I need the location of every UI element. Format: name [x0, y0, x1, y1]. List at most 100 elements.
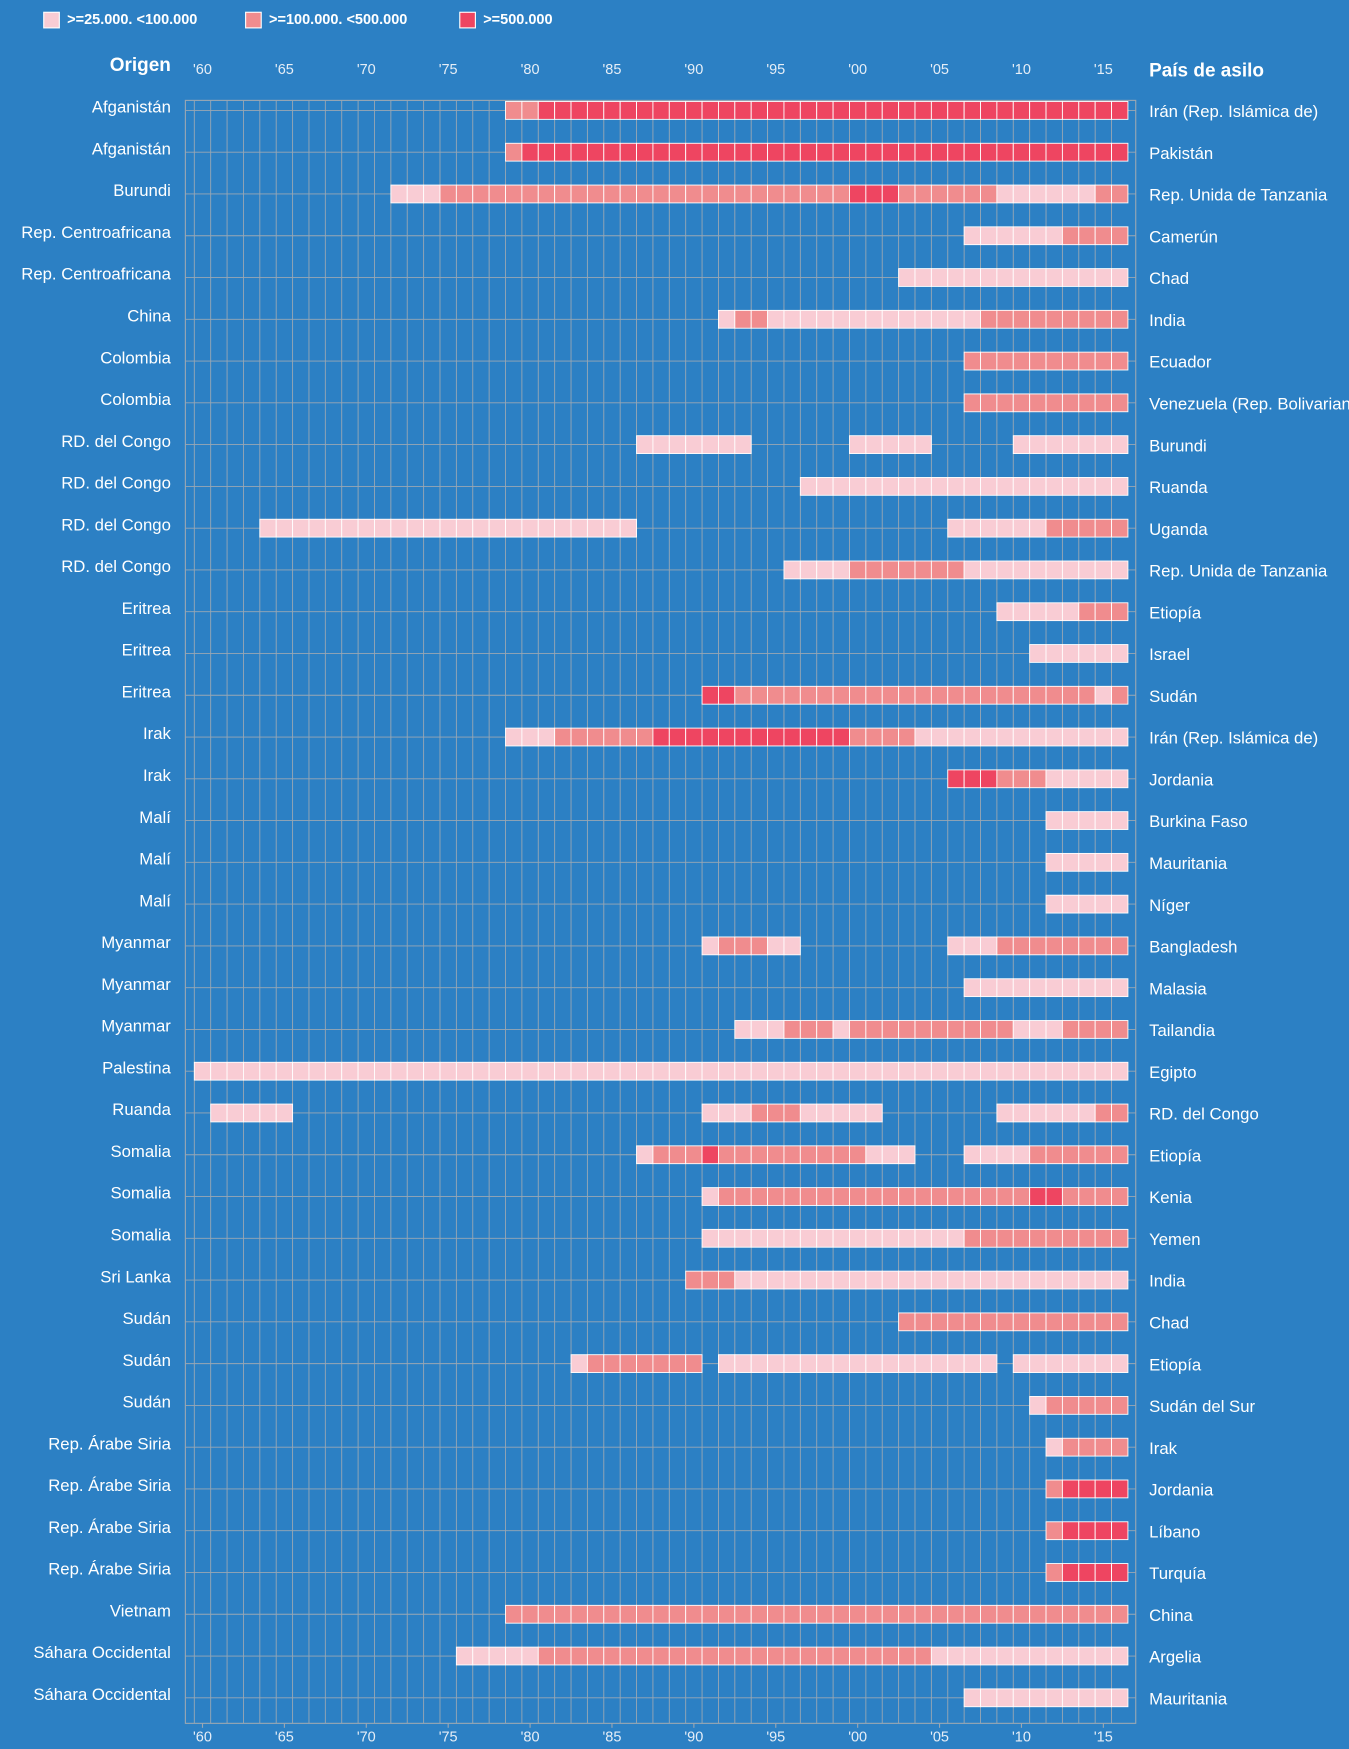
cell — [930, 1312, 949, 1332]
cell — [1029, 1145, 1047, 1165]
cell — [963, 1228, 981, 1248]
asylum-label: Etiopía — [1149, 1146, 1202, 1165]
cell — [259, 1061, 277, 1081]
cell — [1094, 1061, 1112, 1081]
origin-label: Rep. Centroafricana — [21, 223, 171, 242]
cell — [783, 1354, 801, 1373]
cell — [750, 1228, 769, 1248]
cell — [619, 1604, 637, 1624]
cell — [947, 936, 965, 956]
cell — [1045, 1145, 1063, 1165]
cell — [586, 1604, 605, 1624]
cell — [980, 1187, 998, 1206]
cell — [980, 978, 998, 998]
cell — [1045, 184, 1063, 204]
asylum-label: Etiopía — [1149, 1355, 1202, 1374]
cell — [357, 1061, 375, 1081]
cell — [1045, 1521, 1063, 1541]
origin-label: Rep. Árabe Siria — [48, 1434, 171, 1453]
cell — [570, 1646, 588, 1666]
cell — [1094, 184, 1112, 204]
cell — [1094, 644, 1112, 663]
cell — [619, 184, 637, 204]
cell — [455, 184, 474, 204]
cell — [849, 1103, 867, 1123]
cell — [619, 142, 637, 162]
cell — [1012, 1604, 1031, 1624]
cell — [406, 518, 425, 538]
asylum-label: Líbano — [1149, 1522, 1200, 1541]
cell — [537, 101, 556, 120]
cell — [996, 1187, 1014, 1206]
cell — [767, 1228, 785, 1248]
cell — [1094, 1020, 1112, 1039]
cell — [1078, 685, 1096, 705]
cell — [1078, 894, 1096, 914]
cell — [1078, 560, 1096, 580]
cell — [947, 1312, 965, 1332]
cell — [881, 1354, 900, 1373]
cell — [668, 1145, 687, 1165]
cell — [701, 142, 719, 162]
cell — [701, 1646, 719, 1666]
cell — [1061, 685, 1080, 705]
cell — [554, 1061, 572, 1081]
cell — [1078, 852, 1096, 872]
cell — [505, 184, 523, 204]
cell — [570, 101, 588, 120]
cell — [701, 1270, 719, 1290]
cell — [472, 1061, 490, 1081]
plot-frame — [184, 99, 1137, 1724]
cell — [1078, 1396, 1096, 1415]
cell — [865, 1228, 883, 1248]
cell — [767, 1646, 785, 1666]
x-tick-label-bottom: '65 — [275, 1730, 294, 1746]
cell — [734, 1020, 752, 1039]
cell — [1061, 978, 1080, 998]
cell — [980, 1312, 998, 1332]
cell — [619, 1354, 637, 1373]
cell — [1061, 518, 1080, 538]
cell — [980, 1228, 998, 1248]
cell — [1029, 477, 1047, 496]
cell — [816, 1061, 834, 1081]
cell — [750, 1061, 769, 1081]
cell — [603, 1061, 621, 1081]
cell — [1029, 393, 1047, 413]
cell — [1061, 393, 1080, 413]
x-tick-label-top: '65 — [275, 62, 294, 78]
origin-label: Eritrea — [122, 682, 172, 701]
cell — [1061, 1228, 1080, 1248]
cell — [799, 309, 818, 329]
cell — [881, 685, 900, 705]
cell — [521, 518, 539, 538]
cell — [1012, 1145, 1031, 1165]
cell — [996, 393, 1014, 413]
cell — [652, 1354, 670, 1373]
cell — [652, 1061, 670, 1081]
cell — [619, 518, 637, 538]
cell — [275, 1061, 294, 1081]
asylum-label: Ruanda — [1149, 478, 1208, 497]
cell — [488, 184, 506, 204]
cell — [914, 1646, 932, 1666]
cell — [947, 309, 965, 329]
cell — [570, 518, 588, 538]
cell — [685, 727, 703, 747]
cell — [816, 560, 834, 580]
cell — [619, 727, 637, 747]
cell — [1045, 1354, 1063, 1373]
cell — [767, 685, 785, 705]
cell — [996, 1604, 1014, 1624]
cell — [1012, 268, 1031, 287]
cell — [930, 184, 949, 204]
cell — [783, 1145, 801, 1165]
cell — [1061, 1312, 1080, 1332]
cell — [1045, 1228, 1063, 1248]
cell — [652, 101, 670, 120]
cell — [947, 560, 965, 580]
cell — [701, 184, 719, 204]
cell — [881, 477, 900, 496]
asylum-label: Ecuador — [1149, 353, 1212, 372]
cell — [947, 1646, 965, 1666]
